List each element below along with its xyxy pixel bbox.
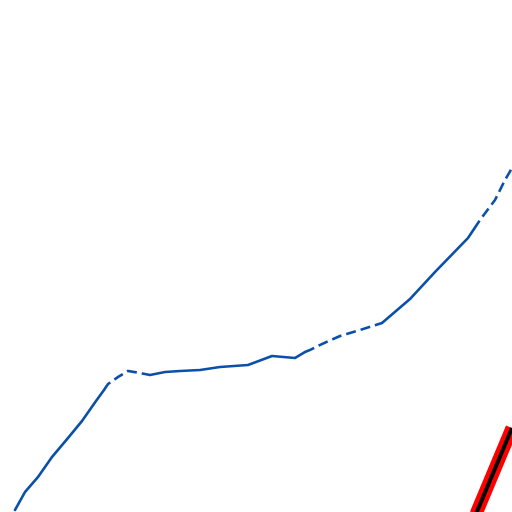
- boundary-line: [148, 350, 307, 377]
- boundary-line-dashed: [304, 321, 383, 354]
- boundary-line: [13, 388, 106, 512]
- road-center: [474, 427, 512, 512]
- boundary-line-dashed: [102, 369, 151, 391]
- boundary-line: [380, 227, 476, 325]
- boundary-line-dashed: [472, 167, 512, 230]
